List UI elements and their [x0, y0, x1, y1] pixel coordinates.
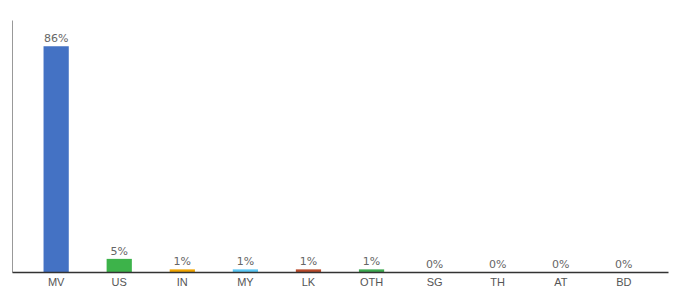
x-tick-label: LK [302, 276, 316, 288]
data-label: 0% [426, 258, 443, 271]
data-label: 1% [300, 255, 317, 268]
x-tick-label: US [112, 276, 127, 288]
bar [170, 269, 195, 272]
bar [233, 269, 258, 272]
data-label: 0% [552, 258, 569, 271]
x-tick: SG [427, 276, 443, 288]
data-label: 5% [111, 245, 128, 258]
x-tick-label: MV [48, 276, 65, 288]
x-axis-line [13, 272, 669, 274]
bar [296, 269, 321, 272]
x-tick: OTH [360, 276, 383, 288]
y-axis [12, 21, 13, 273]
data-labels: 86% 5% 1% 1% 1% 1% 0% 0% 0% 0% [44, 32, 633, 271]
x-tick: BD [616, 276, 631, 288]
x-tick-label: AT [554, 276, 568, 288]
bar [359, 269, 384, 272]
x-tick: MY [237, 276, 254, 288]
x-tick-label: MY [237, 276, 254, 288]
x-tick-label: BD [616, 276, 631, 288]
x-tick: US [112, 276, 127, 288]
x-tick-label: IN [177, 276, 188, 288]
x-axis: MV US IN MY LK OTH SG TH AT BD [13, 273, 669, 288]
x-tick: IN [177, 276, 188, 288]
x-tick: AT [554, 276, 568, 288]
chart: MV US IN MY LK OTH SG TH AT BD 86% 5% 1% 1% 1% 1% 0% 0% 0%… [0, 0, 680, 300]
x-tick-label: OTH [360, 276, 383, 288]
x-tick-label: SG [427, 276, 443, 288]
bar [107, 259, 132, 272]
bar [44, 46, 69, 272]
y-axis-line [12, 21, 13, 273]
data-label: 1% [237, 255, 254, 268]
bars [44, 46, 385, 272]
x-tick: MV [48, 276, 65, 288]
data-label: 1% [363, 255, 380, 268]
data-label: 0% [615, 258, 632, 271]
data-label: 1% [174, 255, 191, 268]
plot: MV US IN MY LK OTH SG TH AT BD 86% 5% 1% 1% 1% 1% 0% 0% 0%… [13, 21, 669, 288]
data-label: 86% [44, 32, 68, 45]
x-tick: LK [302, 276, 316, 288]
x-tick-label: TH [490, 276, 505, 288]
x-tick: TH [490, 276, 505, 288]
data-label: 0% [489, 258, 506, 271]
